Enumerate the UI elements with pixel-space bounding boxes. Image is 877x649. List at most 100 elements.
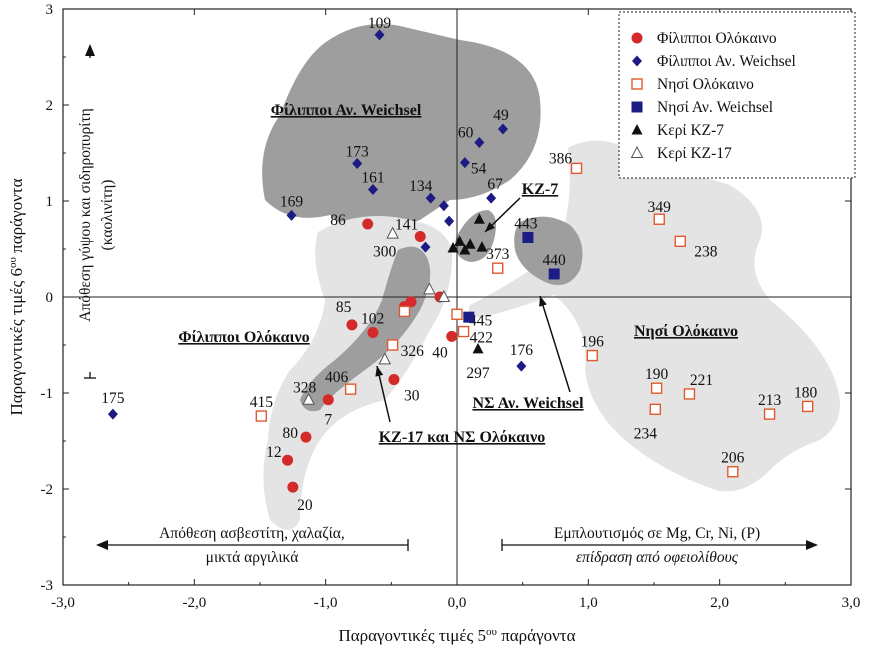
point-label: 328 [293,380,317,397]
data-point [367,327,379,339]
x-tick-label: -2,0 [182,595,206,611]
y-axis-title-part: παράγοντα [7,178,26,257]
data-point [423,282,436,295]
data-point [522,231,534,243]
legend-marker [630,145,644,158]
point-label: 386 [549,150,573,167]
legend-entry-label: Κερί ΚΖ-7 [657,122,724,139]
point-label: 440 [543,252,567,269]
point-label: 20 [297,497,313,514]
marker-triangle-open [630,145,644,158]
marker-triangle [464,238,476,249]
marker-diamond [459,157,470,169]
data-point [516,360,527,372]
data-point [447,242,459,253]
data-point [451,308,463,320]
marker-circle [414,231,426,243]
marker-diamond [107,408,118,420]
legend-entry-label: Κερί ΚΖ-17 [657,145,732,162]
data-point [302,392,315,405]
marker-square-open [457,325,470,338]
marker-square-open [801,400,814,413]
data-point [287,481,299,493]
marker-diamond [444,215,455,227]
data-point [459,157,470,169]
data-point [344,383,357,395]
point-label: 190 [645,366,669,383]
point-label: 169 [280,193,304,210]
point-label: 173 [346,144,370,161]
y-tick-label: 2 [46,98,54,114]
series-5: 300 328 [293,226,451,405]
marker-diamond [474,136,485,148]
marker-square-open [386,339,399,351]
data-point [649,403,662,416]
point-label: 349 [648,199,672,216]
marker-triangle [476,241,488,252]
annotations-layer: Απόθεση ασβεστίτη, χαλαζία, μικτά αργιλικ… [77,44,818,566]
annotation-vertical-arrowhead [85,44,95,56]
annotation-vertical: Απόθεση γύψου και σιδηροπυρίτη (καολινίτη… [77,108,116,322]
data-point [472,342,484,354]
data-point [801,400,814,413]
marker-circle [367,327,379,339]
y-tick-label: 0 [46,290,54,306]
point-label: 134 [409,178,433,195]
data-point [388,374,400,386]
x-tick-label: 0,0 [448,595,467,611]
region-label: Νησί Ολόκαινο [634,323,738,340]
point-label: 206 [721,450,745,467]
point-label: 221 [690,372,713,389]
marker-triangle-open [423,282,436,295]
marker-triangle-open [386,226,399,239]
marker-triangle [459,243,471,255]
data-point [763,408,776,420]
point-label: 86 [330,212,346,229]
data-point [420,241,431,253]
marker-square-open [763,408,776,420]
annotation-left-arrowhead [96,540,108,550]
data-point [255,410,268,422]
point-label: 406 [325,369,349,386]
x-tick-label: -3,0 [51,595,75,611]
data-point [437,289,451,302]
marker-square-open [674,235,686,248]
region-nisi-holocene [543,140,840,492]
series-1: 109 49 60 54 173 161 169 134 67 175 176 [101,15,533,420]
x-axis-title: Παραγοντικές τιμές 5ου παράγοντα [338,626,575,645]
marker-triangle [447,242,459,253]
point-label: 67 [487,176,503,193]
annotation-vertical-line1: Απόθεση γύψου και σιδηροπυρίτη [77,108,94,322]
region-labels-layer: Φίλιπποι Αν. Weichsel Φίλιπποι Ολόκαινο ΚΖ… [178,102,738,446]
data-point [653,213,665,225]
marker-diamond [497,123,508,135]
arrow-head [375,366,384,377]
point-label: 141 [395,217,418,234]
legend-box [618,11,856,179]
y-axis-title: Παραγοντικές τιμές 6ου παράγοντα [7,178,26,415]
y-tick-label: -1 [41,386,54,402]
series-3: 443 440 [463,215,567,323]
point-label: 54 [471,161,487,178]
legend-entry-label: Νησί Αν. Weichsel [657,99,773,116]
data-point [464,238,476,249]
data-point [674,235,686,248]
legend-entry-label: Νησί Ολόκαινο [657,76,754,93]
legend-marker [631,78,643,90]
legend-marker [631,124,643,135]
data-point [454,235,466,246]
legend-marker [632,55,642,67]
data-point [286,209,297,221]
arrow-head [539,296,547,307]
data-point [683,388,696,400]
legend-marker [631,101,643,113]
data-point [548,268,560,280]
legend: Φίλιπποι Ολόκαινο Φίλιπποι Αν. Weichsel Νη… [618,11,856,179]
point-label: 326 [401,343,425,360]
marker-square [631,101,643,113]
marker-circle [300,431,312,443]
annotation-vertical-line2: (καολινίτη) [99,180,116,251]
point-label: 60 [458,124,474,141]
marker-circle [287,481,299,493]
